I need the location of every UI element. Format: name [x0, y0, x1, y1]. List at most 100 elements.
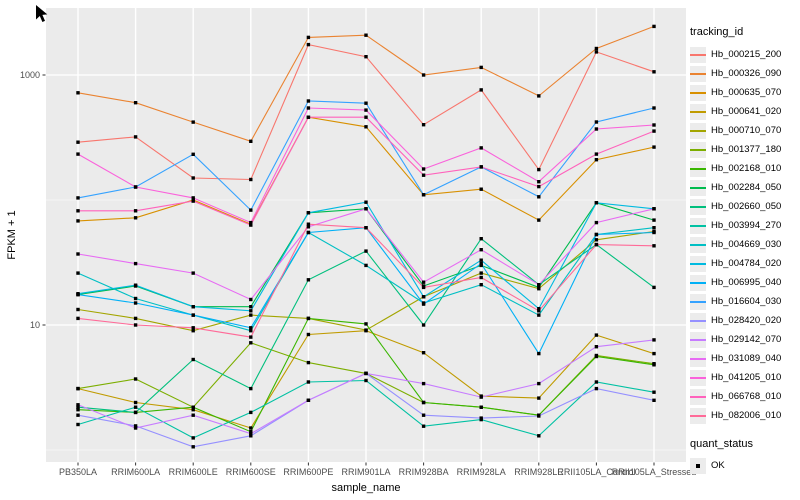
legend-item-label: Hb_066768_010	[711, 391, 782, 402]
data-point	[249, 326, 253, 330]
data-point	[652, 398, 656, 402]
color-key-icon	[690, 217, 706, 234]
data-point	[479, 237, 483, 241]
legend-item-Hb_041205_010: Hb_041205_010	[690, 368, 798, 387]
data-point	[191, 413, 195, 417]
color-key-icon	[690, 293, 706, 310]
data-point	[76, 316, 80, 321]
data-point	[306, 278, 311, 282]
data-point	[652, 285, 656, 290]
data-point	[594, 127, 599, 131]
data-point	[133, 410, 138, 415]
data-point	[594, 220, 599, 225]
data-point	[306, 106, 311, 110]
data-point	[652, 123, 656, 127]
data-point	[479, 271, 483, 275]
data-point	[652, 351, 656, 356]
legend-item-Hb_082006_010: Hb_082006_010	[690, 406, 798, 425]
data-point	[76, 152, 80, 156]
data-point	[249, 139, 253, 143]
color-key-icon	[690, 65, 706, 82]
legend-item-label: Hb_002284_050	[711, 182, 782, 193]
legend-item-label: Hb_001377_180	[711, 144, 782, 155]
data-point	[133, 216, 138, 220]
legend-item-label: Hb_031089_040	[711, 353, 782, 364]
color-key-icon	[690, 179, 706, 196]
data-point	[594, 238, 599, 242]
data-point	[594, 158, 599, 162]
data-point	[364, 378, 368, 383]
data-point	[76, 209, 80, 213]
data-point	[306, 225, 311, 229]
data-point	[191, 152, 195, 156]
data-point	[191, 408, 195, 412]
data-point	[479, 263, 483, 268]
quant-legend-label: OK	[711, 460, 725, 471]
data-point	[421, 193, 426, 197]
data-point	[594, 386, 599, 391]
data-point	[537, 396, 541, 400]
data-point	[652, 129, 656, 133]
data-point	[306, 115, 311, 119]
data-point	[133, 261, 138, 266]
data-point	[133, 426, 138, 430]
legend-item-Hb_002660_050: Hb_002660_050	[690, 197, 798, 216]
legend-item-Hb_031089_040: Hb_031089_040	[690, 349, 798, 368]
data-point	[537, 283, 541, 287]
data-point	[306, 35, 311, 40]
data-point	[479, 146, 483, 150]
data-point	[133, 185, 138, 189]
data-point	[249, 208, 253, 212]
data-point	[249, 220, 253, 225]
color-key-icon	[690, 103, 706, 120]
data-point	[652, 145, 656, 149]
data-point	[76, 413, 80, 417]
quant-legend-title: quant_status	[690, 438, 753, 450]
quant-legend-item: OK	[690, 456, 798, 475]
legend-item-Hb_000635_070: Hb_000635_070	[690, 83, 798, 102]
data-point	[133, 296, 138, 301]
data-point	[133, 377, 138, 381]
data-point	[76, 405, 80, 409]
data-point	[133, 301, 138, 305]
data-point	[191, 199, 195, 203]
data-point	[421, 295, 426, 299]
legend-item-Hb_000641_020: Hb_000641_020	[690, 102, 798, 121]
point-key-icon	[690, 457, 706, 474]
data-point	[76, 408, 80, 412]
data-point	[306, 99, 311, 103]
data-point	[76, 196, 80, 200]
data-point	[537, 184, 541, 189]
data-point	[191, 436, 195, 440]
data-point	[594, 152, 599, 156]
legend-item-Hb_006995_040: Hb_006995_040	[690, 273, 798, 292]
color-key-icon	[690, 255, 706, 272]
x-tick-label: RRIM600SE	[226, 467, 276, 477]
data-point	[421, 285, 426, 290]
data-point	[191, 329, 195, 333]
data-point	[594, 354, 599, 359]
data-point	[479, 65, 483, 70]
color-key-icon	[690, 160, 706, 177]
x-tick-label: RRII105LA_Stressed	[612, 467, 697, 477]
data-point	[249, 426, 253, 430]
legend-item-Hb_000215_200: Hb_000215_200	[690, 45, 798, 64]
data-point	[421, 323, 426, 327]
data-point	[306, 360, 311, 365]
legend-item-label: Hb_000710_070	[711, 125, 782, 136]
data-point	[306, 222, 311, 226]
data-point	[479, 405, 483, 409]
data-point	[421, 167, 426, 171]
data-point	[652, 338, 656, 342]
color-key-icon	[690, 141, 706, 158]
data-point	[249, 223, 253, 227]
data-point	[191, 271, 195, 275]
data-point	[364, 371, 368, 376]
data-point	[191, 305, 195, 309]
data-point	[421, 424, 426, 428]
data-point	[249, 305, 253, 309]
data-point	[652, 70, 656, 74]
data-point	[191, 357, 195, 362]
x-tick-label: RRIM928BA	[399, 467, 449, 477]
